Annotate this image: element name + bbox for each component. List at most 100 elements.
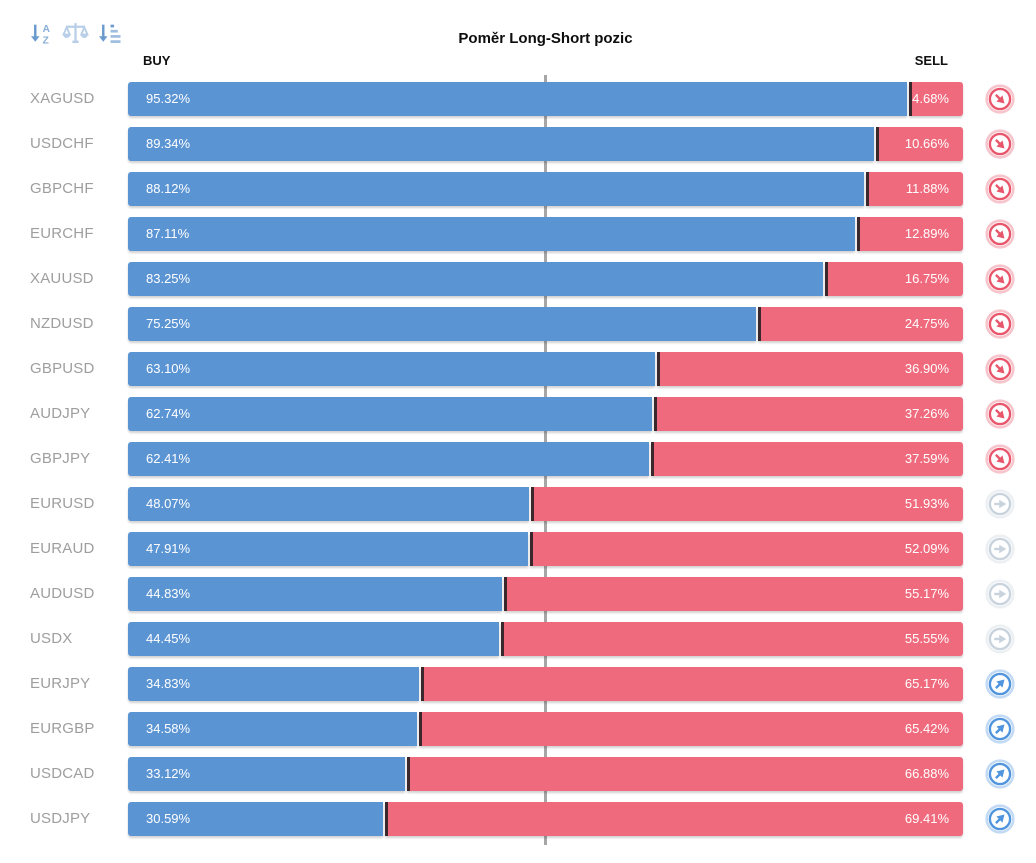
sell-percent-label: 37.26% xyxy=(904,406,949,421)
buy-percent-label: 34.58% xyxy=(146,721,191,736)
sell-percent-label: 37.59% xyxy=(904,451,949,466)
buy-bar-segment: 62.41% xyxy=(128,441,650,476)
signal-arrow-icon[interactable] xyxy=(963,128,1036,159)
sell-percent-label: 51.93% xyxy=(904,496,949,511)
sell-bar-segment: 11.88% xyxy=(865,171,963,206)
table-row: EURGBP 34.58% 65.42% xyxy=(0,706,1036,751)
buy-percent-label: 83.25% xyxy=(146,271,191,286)
buy-percent-label: 89.34% xyxy=(146,136,191,151)
sort-toolbar: A Z xyxy=(28,20,123,47)
signal-arrow-icon[interactable] xyxy=(963,398,1036,429)
signal-arrow-icon[interactable] xyxy=(963,443,1036,474)
buy-bar-segment: 87.11% xyxy=(128,216,856,251)
table-row: NZDUSD 75.25% 24.75% xyxy=(0,301,1036,346)
buy-bar-segment: 89.34% xyxy=(128,126,874,161)
sell-percent-label: 65.42% xyxy=(904,721,949,736)
ratio-bar: 44.83% 55.17% xyxy=(128,576,963,611)
sell-percent-label: 52.09% xyxy=(904,541,949,556)
buy-bar-segment: 34.83% xyxy=(128,666,419,701)
sort-amount-icon[interactable] xyxy=(96,20,123,47)
signal-arrow-icon[interactable] xyxy=(963,668,1036,699)
buy-percent-label: 47.91% xyxy=(146,541,191,556)
pair-label: USDJPY xyxy=(30,810,91,827)
buy-percent-label: 87.11% xyxy=(146,226,190,241)
buy-bar-segment: 63.10% xyxy=(128,351,655,386)
buy-bar-segment: 30.59% xyxy=(128,801,384,836)
signal-arrow-icon[interactable] xyxy=(963,173,1036,204)
sell-bar-segment: 55.55% xyxy=(501,621,963,656)
buy-bar-segment: 88.12% xyxy=(128,171,864,206)
signal-arrow-icon[interactable] xyxy=(963,713,1036,744)
sell-percent-label: 16.75% xyxy=(904,271,949,286)
buy-bar-segment: 33.12% xyxy=(128,756,405,791)
ratio-bar: 89.34% 10.66% xyxy=(128,126,963,161)
buy-bar-segment: 95.32% xyxy=(128,81,908,116)
pair-label: AUDUSD xyxy=(30,585,95,602)
buy-percent-label: 62.74% xyxy=(146,406,191,421)
buy-bar-segment: 62.74% xyxy=(128,396,652,431)
sell-percent-label: 55.17% xyxy=(904,586,949,601)
table-row: EURJPY 34.83% 65.17% xyxy=(0,661,1036,706)
sell-bar-segment: 37.26% xyxy=(653,396,963,431)
signal-arrow-icon[interactable] xyxy=(963,758,1036,789)
sell-percent-label: 55.55% xyxy=(904,631,949,646)
table-row: XAGUSD 95.32% 4.68% xyxy=(0,76,1036,121)
signal-arrow-icon[interactable] xyxy=(963,803,1036,834)
buy-percent-label: 33.12% xyxy=(146,766,191,781)
signal-arrow-icon[interactable] xyxy=(963,353,1036,384)
signal-arrow-icon[interactable] xyxy=(963,578,1036,609)
sell-bar-segment: 55.17% xyxy=(504,576,963,611)
signal-arrow-icon[interactable] xyxy=(963,533,1036,564)
sell-bar-segment: 69.41% xyxy=(385,801,963,836)
sell-percent-label: 66.88% xyxy=(904,766,949,781)
ratio-bar: 88.12% 11.88% xyxy=(128,171,963,206)
buy-percent-label: 34.83% xyxy=(146,676,191,691)
sell-bar-segment: 37.59% xyxy=(651,441,963,476)
sell-percent-label: 65.17% xyxy=(904,676,949,691)
sell-percent-label: 69.41% xyxy=(904,811,949,826)
sort-alphabetical-icon[interactable]: A Z xyxy=(28,20,55,47)
sell-percent-label: 10.66% xyxy=(904,136,949,151)
sell-bar-segment: 36.90% xyxy=(656,351,963,386)
pair-label: EURAUD xyxy=(30,540,95,557)
signal-arrow-icon[interactable] xyxy=(963,308,1036,339)
buy-percent-label: 48.07% xyxy=(146,496,191,511)
pair-label: GBPCHF xyxy=(30,180,94,197)
pair-label: EURCHF xyxy=(30,225,94,242)
page-title: Poměr Long-Short pozic xyxy=(458,30,633,47)
signal-arrow-icon[interactable] xyxy=(963,218,1036,249)
sell-column-header: SELL xyxy=(914,53,948,68)
signal-arrow-icon[interactable] xyxy=(963,623,1036,654)
ratio-bar: 34.83% 65.17% xyxy=(128,666,963,701)
ratio-bar: 48.07% 51.93% xyxy=(128,486,963,521)
signal-arrow-icon[interactable] xyxy=(963,83,1036,114)
ratio-bar: 95.32% 4.68% xyxy=(128,81,963,116)
buy-bar-segment: 44.83% xyxy=(128,576,503,611)
buy-percent-label: 88.12% xyxy=(146,181,191,196)
sell-bar-segment: 65.42% xyxy=(418,711,963,746)
pair-label: EURGBP xyxy=(30,720,95,737)
svg-text:A: A xyxy=(43,24,51,35)
sell-bar-segment: 51.93% xyxy=(531,486,963,521)
buy-column-header: BUY xyxy=(143,53,171,68)
sell-percent-label: 24.75% xyxy=(904,316,949,331)
ratio-bar: 62.41% 37.59% xyxy=(128,441,963,476)
balance-scale-icon[interactable] xyxy=(62,20,89,47)
sell-bar-segment: 10.66% xyxy=(875,126,963,161)
sell-percent-label: 4.68% xyxy=(912,91,949,106)
pair-label: USDX xyxy=(30,630,73,647)
signal-arrow-icon[interactable] xyxy=(963,263,1036,294)
pair-label: USDCAD xyxy=(30,765,95,782)
sell-bar-segment: 16.75% xyxy=(825,261,963,296)
buy-bar-segment: 83.25% xyxy=(128,261,824,296)
ratio-bar: 87.11% 12.89% xyxy=(128,216,963,251)
ratio-bar: 30.59% 69.41% xyxy=(128,801,963,836)
signal-arrow-icon[interactable] xyxy=(963,488,1036,519)
pair-label: EURJPY xyxy=(30,675,91,692)
table-row: USDCAD 33.12% 66.88% xyxy=(0,751,1036,796)
sell-bar-segment: 66.88% xyxy=(406,756,963,791)
svg-text:Z: Z xyxy=(43,35,50,46)
ratio-bar: 33.12% 66.88% xyxy=(128,756,963,791)
table-row: USDJPY 30.59% 69.41% xyxy=(0,796,1036,841)
pair-label: GBPUSD xyxy=(30,360,95,377)
